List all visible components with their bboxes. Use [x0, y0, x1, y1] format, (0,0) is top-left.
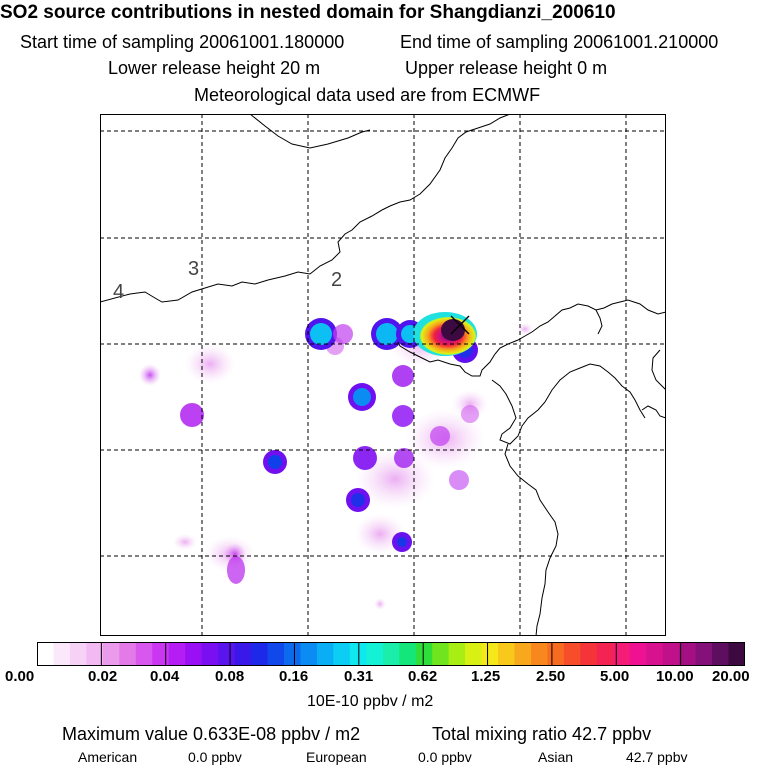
region-label-2: 2 — [331, 269, 342, 291]
colorbar-segment — [251, 642, 269, 666]
colorbar-segment — [695, 642, 713, 666]
plot-title: SO2 source contributions in nested domai… — [0, 2, 616, 23]
colorbar-segment — [530, 642, 549, 666]
colorbar-segment — [448, 642, 466, 666]
colorbar-segment — [53, 642, 71, 666]
colorbar-segment — [382, 642, 400, 666]
colorbar-segment — [415, 642, 433, 666]
colorbar-tick: 2.50 — [536, 668, 566, 685]
region-label-3: 3 — [188, 258, 199, 280]
start-time-label: Start time of sampling 20061001.180000 — [20, 32, 345, 52]
coastlines — [100, 114, 666, 636]
colorbar-segment — [218, 642, 236, 666]
receptor-marker-icon — [450, 315, 470, 335]
colorbar-segment — [267, 642, 285, 666]
colorbar-segment — [662, 642, 680, 666]
colorbar-tick: 0.00 — [5, 668, 35, 685]
colorbar-tick: 0.31 — [344, 668, 374, 685]
colorbar-segment — [728, 642, 745, 666]
colorbar-segment — [596, 642, 614, 666]
total-mixing-label: Total mixing ratio 42.7 ppbv — [432, 724, 652, 744]
colorbar-segment — [300, 642, 318, 666]
colorbar-segment — [629, 642, 647, 666]
colorbar — [37, 642, 745, 666]
map-panel: 4 3 2 — [100, 114, 666, 636]
american-label: American — [78, 749, 138, 765]
region-label-4: 4 — [113, 281, 124, 303]
lat-lon-gridlines — [100, 114, 666, 636]
colorbar-tick: 0.16 — [279, 668, 309, 685]
colorbar-segment — [102, 642, 120, 666]
max-value-label: Maximum value 0.633E-08 ppbv / m2 — [62, 724, 361, 744]
colorbar-tick: 5.00 — [600, 668, 630, 685]
colorbar-segment — [481, 642, 499, 666]
colorbar-segment — [563, 642, 581, 666]
colorbar-segment — [316, 642, 334, 666]
asian-value: 42.7 ppbv — [626, 749, 688, 765]
upper-release-label: Upper release height 0 m — [405, 58, 608, 78]
colorbar-tick: 0.04 — [150, 668, 180, 685]
colorbar-segment — [152, 642, 170, 666]
european-value: 0.0 ppbv — [418, 749, 472, 765]
colorbar-tick: 10.00 — [656, 668, 694, 685]
colorbar-segment — [135, 642, 153, 666]
colorbar-segment — [119, 642, 137, 666]
colorbar-segment — [613, 642, 631, 666]
colorbar-segment — [333, 642, 351, 666]
met-data-label: Meteorological data used are from ECMWF — [194, 85, 541, 105]
colorbar-segment — [547, 642, 565, 666]
colorbar-tick: 20.00 — [712, 668, 750, 685]
colorbar-segment — [498, 642, 516, 666]
colorbar-tick: 0.08 — [215, 668, 245, 685]
colorbar-segment — [679, 642, 697, 666]
colorbar-segment — [366, 642, 384, 666]
colorbar-segment — [646, 642, 664, 666]
end-time-label: End time of sampling 20061001.210000 — [400, 32, 719, 52]
colorbar-segment — [580, 642, 598, 666]
colorbar-segment — [399, 642, 417, 666]
colorbar-tick: 0.62 — [408, 668, 438, 685]
european-label: European — [306, 749, 367, 765]
colorbar-segment — [514, 642, 532, 666]
colorbar-unit: 10E-10 ppbv / m2 — [307, 693, 434, 710]
colorbar-segment — [283, 642, 302, 666]
colorbar-segment — [712, 642, 730, 666]
colorbar-segment — [432, 642, 450, 666]
colorbar-segment — [168, 642, 186, 666]
colorbar-segment — [201, 642, 219, 666]
asian-label: Asian — [538, 749, 574, 765]
concentration-haze — [173, 322, 533, 610]
lower-release-label: Lower release height 20 m — [108, 58, 321, 78]
colorbar-segment — [234, 642, 252, 666]
map-frame — [100, 114, 666, 636]
colorbar-tick: 0.02 — [88, 668, 118, 685]
colorbar-segment — [465, 642, 483, 666]
colorbar-segment — [37, 642, 55, 666]
colorbar-segment — [185, 642, 203, 666]
colorbar-segment — [69, 642, 87, 666]
american-value: 0.0 ppbv — [188, 749, 242, 765]
colorbar-frame — [37, 642, 745, 666]
colorbar-segment — [86, 642, 104, 666]
colorbar-tick: 1.25 — [471, 668, 501, 685]
